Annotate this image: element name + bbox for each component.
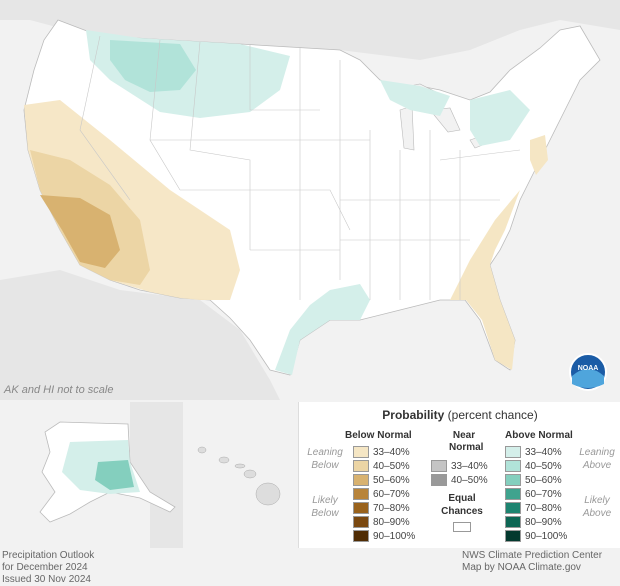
- footer-right: NWS Climate Prediction Center Map by NOA…: [462, 550, 602, 574]
- above-normal-label: 60–70%: [525, 488, 562, 500]
- above-normal-swatch: [505, 516, 521, 528]
- near-normal-row: 40–50%: [431, 474, 488, 486]
- above-normal-label: 40–50%: [525, 460, 562, 472]
- alaska-inset: [0, 402, 183, 548]
- below-normal-label: 80–90%: [373, 516, 410, 528]
- below-normal-label: 60–70%: [373, 488, 410, 500]
- near-normal-swatch: [431, 460, 447, 472]
- likely-above-label: Likely Above: [582, 495, 612, 519]
- above-33-40-gulf: [275, 284, 370, 375]
- below-normal-row: 40–50%: [353, 460, 410, 472]
- near-normal-swatch: [431, 474, 447, 486]
- below-normal-swatch: [353, 488, 369, 500]
- above-normal-label: 70–80%: [525, 502, 562, 514]
- footer-issued: Issued 30 Nov 2024: [2, 574, 91, 585]
- logo-text: NOAA: [578, 365, 599, 372]
- above-normal-row: 33–40%: [505, 446, 562, 458]
- above-33-40-northeast: [470, 90, 530, 146]
- footer-source: NWS Climate Prediction Center: [462, 550, 603, 561]
- kauai: [197, 446, 207, 454]
- above-normal-label: 80–90%: [525, 516, 562, 528]
- below-normal-row: 70–80%: [353, 502, 410, 514]
- above-normal-row: 70–80%: [505, 502, 562, 514]
- above-normal-row: 60–70%: [505, 488, 562, 500]
- below-normal-label: 40–50%: [373, 460, 410, 472]
- below-normal-label: 33–40%: [373, 446, 410, 458]
- below-normal-label: 90–100%: [373, 530, 416, 542]
- maui: [243, 469, 257, 479]
- below-normal-row: 50–60%: [353, 474, 410, 486]
- below-normal-label: 50–60%: [373, 474, 410, 486]
- noaa-logo-icon: NOAA: [569, 353, 607, 391]
- below-normal-label: 70–80%: [373, 502, 410, 514]
- above-normal-row: 90–100%: [505, 530, 567, 542]
- below-normal-row: 80–90%: [353, 516, 410, 528]
- near-normal-row: 33–40%: [431, 460, 488, 472]
- below-normal-row: 33–40%: [353, 446, 410, 458]
- equal-chances-label: Equal Chances: [441, 493, 483, 517]
- above-normal-label: 33–40%: [525, 446, 562, 458]
- above-normal-swatch: [505, 446, 521, 458]
- below-normal-header: Below Normal: [345, 430, 412, 441]
- map-note: AK and HI not to scale: [4, 384, 114, 396]
- legend-title: Probability (percent chance): [382, 408, 538, 422]
- near-normal-header: Near Normal: [449, 430, 484, 453]
- above-normal-row: 50–60%: [505, 474, 562, 486]
- above-33-40-lakes: [380, 80, 450, 116]
- above-normal-swatch: [505, 530, 521, 542]
- near-normal-label: 33–40%: [451, 460, 488, 472]
- conus-map: NOAA: [0, 0, 620, 400]
- likely-below-label: Likely Below: [311, 495, 339, 519]
- above-normal-swatch: [505, 502, 521, 514]
- below-normal-swatch: [353, 502, 369, 514]
- below-normal-swatch: [353, 516, 369, 528]
- above-normal-swatch: [505, 460, 521, 472]
- above-normal-header: Above Normal: [505, 430, 573, 441]
- above-normal-swatch: [505, 474, 521, 486]
- above-normal-label: 50–60%: [525, 474, 562, 486]
- above-normal-row: 80–90%: [505, 516, 562, 528]
- below-normal-swatch: [353, 460, 369, 472]
- below-normal-swatch: [353, 446, 369, 458]
- below-33-40-southeast: [450, 190, 520, 370]
- above-40-50-north: [110, 40, 196, 92]
- below-normal-row: 90–100%: [353, 530, 415, 542]
- legend: Probability (percent chance) Below Norma…: [298, 402, 620, 548]
- big-island: [255, 482, 281, 506]
- leaning-above-label: Leaning Above: [579, 447, 615, 471]
- footer-title: Precipitation Outlook: [2, 550, 95, 561]
- above-normal-row: 40–50%: [505, 460, 562, 472]
- below-normal-swatch: [353, 530, 369, 542]
- oahu: [218, 456, 230, 464]
- equal-chances-swatch: [453, 522, 471, 532]
- leaning-below-label: Leaning Below: [307, 447, 343, 471]
- below-33-40-coast: [530, 135, 548, 175]
- footer-left: Precipitation Outlook for December 2024 …: [2, 550, 94, 586]
- near-normal-label: 40–50%: [451, 474, 488, 486]
- hawaii-inset: [186, 402, 296, 548]
- footer-credit: Map by NOAA Climate.gov: [462, 562, 581, 573]
- molokai: [234, 463, 246, 469]
- below-normal-swatch: [353, 474, 369, 486]
- above-normal-swatch: [505, 488, 521, 500]
- below-50-60: [40, 195, 120, 268]
- below-normal-row: 60–70%: [353, 488, 410, 500]
- footer-period: for December 2024: [2, 562, 88, 573]
- above-normal-label: 90–100%: [525, 530, 568, 542]
- alaska-above-40-50: [95, 460, 134, 490]
